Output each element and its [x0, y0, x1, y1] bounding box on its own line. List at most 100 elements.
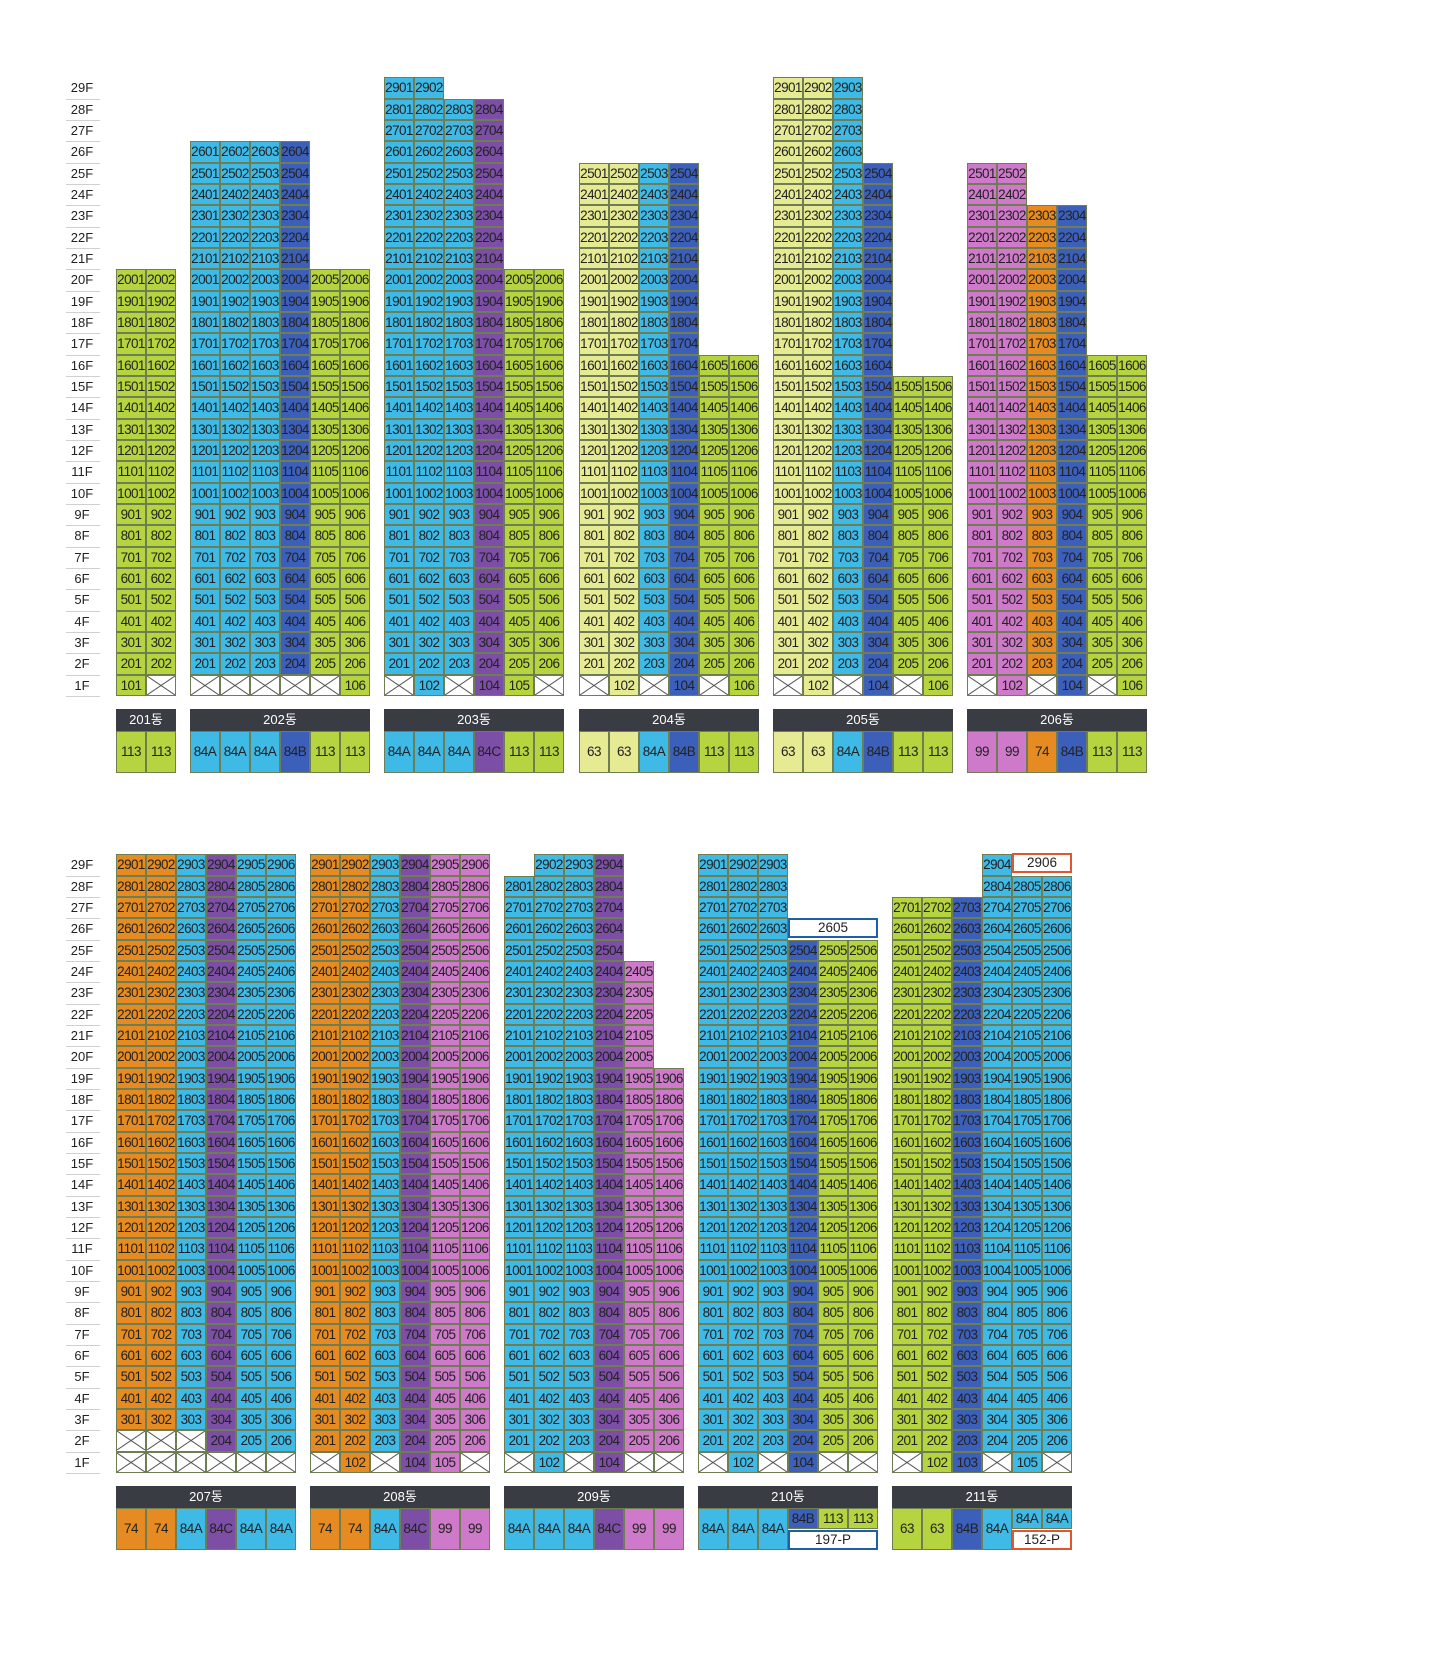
unit-cell: 504: [400, 1366, 430, 1388]
unit-cell: 805: [1087, 525, 1117, 547]
unit-cell: 204: [280, 653, 310, 675]
unit-cell: 403: [952, 1387, 982, 1410]
unit-cell: 106: [729, 674, 759, 697]
empty-unit-cell: [504, 1451, 534, 1474]
unit-cell: 2203: [639, 226, 669, 249]
unit-cell: 2402: [146, 961, 176, 983]
unit-cell: 102: [534, 1451, 564, 1474]
unit-cell: 2002: [534, 1046, 564, 1068]
unit-cell: 801: [384, 525, 414, 547]
unit-cell: 701: [504, 1323, 534, 1346]
unit-cell: 301: [967, 632, 997, 654]
unit-cell: 201: [892, 1430, 922, 1452]
unit-cell: 2403: [176, 961, 206, 983]
unit-cell: 2702: [146, 897, 176, 919]
unit-cell: 1205: [699, 440, 729, 462]
unit-cell: 805: [1012, 1302, 1042, 1324]
unit-cell: 1003: [1027, 482, 1057, 505]
unit-cell: 1305: [624, 1195, 654, 1218]
unit-cell: 2906: [266, 854, 296, 876]
unit-cell: 1001: [579, 482, 609, 505]
unit-cell: 2006: [460, 1046, 490, 1068]
unit-cell: 2001: [310, 1046, 340, 1068]
unit-cell: 2506: [1042, 939, 1072, 962]
unit-type-cell: 84A: [250, 731, 280, 773]
unit-cell: 2604: [280, 141, 310, 163]
unit-cell: 2402: [609, 184, 639, 206]
unit-cell: 1003: [758, 1259, 788, 1282]
unit-cell: 2602: [534, 918, 564, 940]
unit-cell: 1304: [1057, 418, 1087, 441]
unit-cell: 202: [609, 653, 639, 675]
unit-cell: 2601: [698, 918, 728, 940]
floor-label: 4F: [74, 1390, 90, 1406]
unit-cell: 305: [893, 632, 923, 654]
unit-cell: 504: [788, 1366, 818, 1388]
unit-cell: 704: [594, 1323, 624, 1346]
unit-cell: 705: [624, 1323, 654, 1346]
empty-unit-cell: [893, 674, 923, 697]
unit-cell: 1001: [773, 482, 803, 505]
unit-cell: 701: [698, 1323, 728, 1346]
unit-cell: 804: [594, 1302, 624, 1324]
unit-cell: 1902: [220, 290, 250, 313]
unit-cell: 1104: [669, 461, 699, 483]
unit-cell: 1202: [922, 1217, 952, 1239]
unit-cell: 901: [892, 1281, 922, 1303]
unit-cell: 1203: [564, 1217, 594, 1239]
unit-cell: 305: [624, 1409, 654, 1431]
unit-cell: 606: [460, 1345, 490, 1367]
unit-cell: 206: [1042, 1430, 1072, 1452]
unit-cell: 704: [1057, 546, 1087, 569]
unit-cell: 2701: [773, 120, 803, 142]
unit-cell: 1804: [594, 1089, 624, 1111]
unit-cell: 2601: [384, 141, 414, 163]
unit-cell: 2302: [803, 205, 833, 227]
unit-cell: 903: [370, 1281, 400, 1303]
unit-cell: 2303: [833, 205, 863, 227]
unit-cell: 703: [176, 1323, 206, 1346]
unit-cell: 2002: [728, 1046, 758, 1068]
unit-cell: 1201: [773, 440, 803, 462]
unit-cell: 705: [1012, 1323, 1042, 1346]
building-name-banner: 204동: [579, 709, 759, 731]
unit-cell: 1605: [504, 354, 534, 377]
unit-cell: 2401: [773, 184, 803, 206]
unit-cell: 404: [594, 1387, 624, 1410]
unit-type-cell: 63: [803, 731, 833, 773]
unit-cell: 1005: [699, 482, 729, 505]
unit-cell: 2506: [266, 939, 296, 962]
unit-cell: 1805: [624, 1089, 654, 1111]
unit-cell: 603: [952, 1345, 982, 1367]
unit-cell: 1602: [728, 1131, 758, 1154]
unit-type-cell: 84A: [176, 1508, 206, 1550]
unit-cell: 701: [190, 546, 220, 569]
unit-cell: 2004: [982, 1046, 1012, 1068]
unit-cell: 905: [893, 504, 923, 526]
unit-cell: 2401: [892, 961, 922, 983]
unit-cell: 602: [534, 1345, 564, 1367]
unit-cell: 2902: [728, 854, 758, 876]
unit-cell: 2403: [564, 961, 594, 983]
unit-cell: 1502: [340, 1153, 370, 1175]
floor-guide-line: [66, 632, 100, 633]
unit-cell: 1606: [729, 354, 759, 377]
unit-cell: 2603: [176, 918, 206, 940]
unit-cell: 1102: [997, 461, 1027, 483]
unit-cell: 1606: [266, 1131, 296, 1154]
unit-cell: 604: [982, 1345, 1012, 1367]
unit-cell: 306: [848, 1409, 878, 1431]
unit-cell: 2403: [370, 961, 400, 983]
unit-cell: 1402: [340, 1174, 370, 1196]
unit-cell: 1202: [609, 440, 639, 462]
unit-cell: 1903: [639, 290, 669, 313]
unit-cell: 1004: [863, 482, 893, 505]
unit-cell: 1404: [669, 397, 699, 419]
unit-cell: 1904: [400, 1067, 430, 1090]
unit-cell: 505: [893, 589, 923, 611]
unit-cell: 1403: [1027, 397, 1057, 419]
unit-cell: 404: [788, 1387, 818, 1410]
unit-cell: 2004: [863, 269, 893, 291]
unit-cell: 1006: [1042, 1259, 1072, 1282]
unit-cell: 1201: [504, 1217, 534, 1239]
